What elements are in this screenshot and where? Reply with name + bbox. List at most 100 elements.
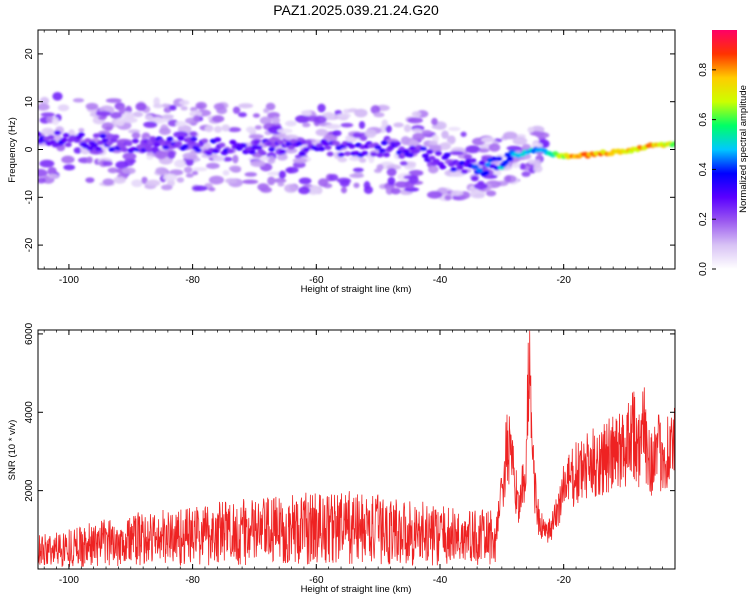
spectral-ridge-cell — [60, 137, 68, 143]
spectral-blob — [325, 123, 341, 130]
spectral-blob — [317, 103, 326, 113]
spectral-blob — [40, 112, 55, 117]
spectral-blob — [189, 131, 198, 137]
spectral-blob — [340, 186, 347, 194]
spectral-blob — [222, 170, 230, 176]
spectral-blob — [431, 124, 444, 130]
spectral-blob — [190, 106, 198, 112]
spectral-blob — [532, 159, 542, 168]
spectral-blob — [52, 91, 63, 101]
spectral-blob — [315, 128, 328, 137]
spectral-ridge-cell — [162, 145, 170, 150]
spectral-blob — [102, 178, 115, 186]
spectral-ridge-cell — [131, 138, 139, 144]
spectral-blob — [110, 111, 122, 119]
spectral-ridge-cell — [144, 146, 152, 152]
spectral-blob — [131, 179, 143, 188]
spectral-blob — [412, 132, 425, 141]
spectral-blob — [387, 177, 396, 185]
spectral-blob — [340, 122, 354, 128]
spectral-blob — [208, 187, 216, 192]
spectral-ridge-cell — [443, 152, 451, 158]
spectral-blob — [385, 186, 394, 195]
spectral-blob — [503, 131, 518, 140]
spectral-ridge-cell — [240, 143, 248, 148]
spectral-blob — [85, 177, 95, 183]
spectral-blob — [403, 124, 412, 133]
spectral-blob — [385, 125, 392, 133]
spectrogram-y-label: Frequency (Hz) — [7, 117, 18, 182]
spectral-blob — [248, 134, 264, 140]
spectral-blob — [336, 113, 352, 118]
spectral-blob — [107, 167, 119, 174]
spectral-blob — [431, 134, 440, 143]
spectral-blob — [376, 164, 384, 171]
spectral-ridge-cell — [419, 146, 427, 152]
spectral-blob — [267, 176, 276, 186]
spectral-blob — [153, 103, 164, 109]
spectral-blob — [284, 183, 298, 193]
colorbar-label: Normalized spectral amplitude — [738, 85, 749, 213]
spectral-blob — [63, 164, 76, 171]
spectrogram-heatmap — [38, 91, 675, 202]
spectral-blob — [332, 130, 342, 137]
spectral-blob — [354, 108, 368, 118]
spectral-blob — [176, 177, 185, 183]
spectral-blob — [317, 178, 329, 187]
snr-series-line — [38, 330, 675, 567]
spectral-blob — [155, 150, 167, 160]
spectral-ridge-cell — [279, 149, 287, 155]
spectral-blob — [399, 161, 408, 166]
spectral-ridge-cell — [90, 142, 98, 148]
spectral-blob — [353, 182, 360, 189]
spectral-blob — [39, 159, 55, 168]
spectral-ridge-cell — [47, 134, 55, 140]
spectral-blob — [271, 116, 281, 125]
spectral-ridge-cell — [77, 132, 85, 138]
spectral-ridge-cell — [393, 141, 401, 147]
spectral-blob — [38, 168, 48, 177]
spectral-ridge-cell — [177, 136, 185, 141]
y-tick-label: 0 — [24, 146, 35, 152]
spectral-blob — [373, 112, 385, 118]
spectral-blob — [193, 114, 201, 123]
spectral-blob — [225, 178, 238, 184]
spectral-ridge-cell — [259, 150, 267, 156]
spectral-blob — [429, 144, 442, 150]
snr-y-ticks: 2000 4000 6000 — [24, 322, 675, 502]
spectral-blob — [460, 131, 467, 137]
spectral-blob — [163, 173, 178, 181]
spectral-blob — [38, 103, 50, 111]
spectral-ridge-cell — [248, 149, 256, 155]
spectral-blob — [78, 127, 85, 133]
snr-x-ticks: -100 -80 -60 -40 -20 — [43, 330, 676, 586]
spectral-blob — [298, 186, 311, 195]
spectral-blob — [72, 98, 85, 103]
spectral-blob — [358, 157, 367, 163]
spectral-blob — [204, 125, 214, 133]
spectral-blob — [242, 179, 259, 185]
spectral-blob — [61, 155, 75, 164]
spectrogram-x-ticks: -100 -80 -60 -40 -20 — [43, 30, 676, 286]
spectral-blob — [488, 143, 501, 152]
spectral-blob — [52, 117, 60, 126]
y-tick-label: -20 — [24, 237, 35, 252]
spectral-blob — [411, 111, 422, 118]
spectral-ridge-cell — [380, 140, 388, 146]
spectral-blob — [146, 155, 154, 160]
spectral-blob — [213, 125, 222, 133]
spectral-ridge-cell — [105, 140, 113, 146]
spectral-ridge-cell — [181, 144, 189, 150]
spectral-blob — [173, 131, 189, 138]
spectral-blob — [245, 126, 256, 133]
x-tick-label: -40 — [433, 275, 448, 286]
spectral-blob — [428, 140, 439, 146]
spectral-blob — [206, 162, 220, 169]
spectral-blob — [167, 150, 176, 160]
x-tick-label: -80 — [185, 575, 200, 586]
spectral-blob — [337, 157, 348, 163]
spectral-ridge-cell — [86, 145, 94, 151]
spectral-blob — [284, 147, 298, 154]
spectral-ridge-cell — [361, 150, 369, 156]
spectral-blob — [265, 102, 276, 111]
